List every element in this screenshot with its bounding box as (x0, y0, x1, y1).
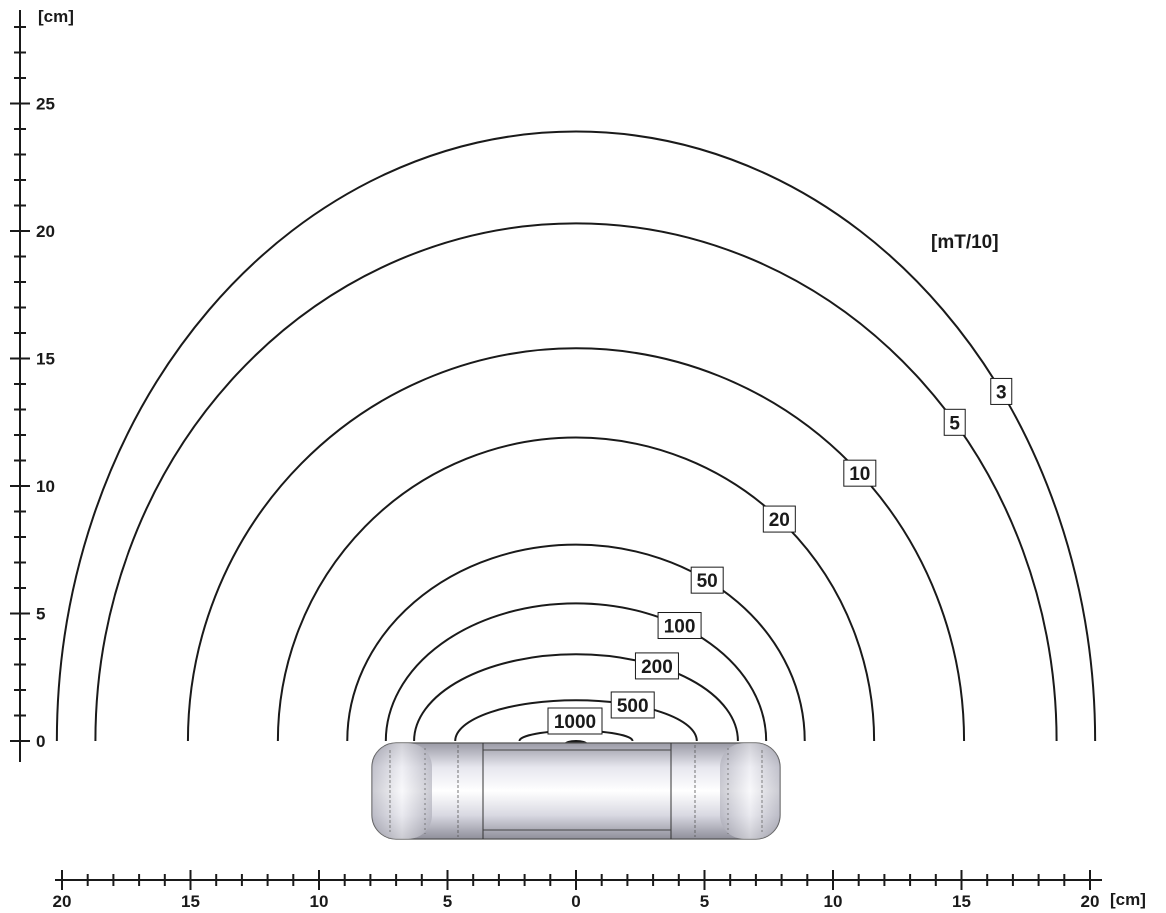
x-tick-label: 15 (181, 892, 200, 911)
x-tick-label: 10 (310, 892, 329, 911)
contour-3 (55, 130, 1097, 742)
x-axis-ticks: 20 15 10 5 0 5 10 15 20 (53, 870, 1100, 911)
contour-label-50: 50 (690, 566, 724, 594)
y-tick-label: 10 (36, 477, 55, 496)
svg-text:100: 100 (664, 617, 696, 638)
contour-10 (186, 347, 966, 742)
contour-label-200: 200 (634, 652, 679, 680)
y-tick-label: 0 (36, 732, 45, 751)
y-tick-label: 25 (36, 95, 55, 114)
magnet-device-icon (371, 742, 781, 840)
svg-text:1000: 1000 (554, 712, 596, 733)
contour-label-500: 500 (610, 691, 655, 719)
contour-label-20: 20 (762, 505, 796, 533)
contour-5 (94, 222, 1058, 742)
y-tick-label: 20 (36, 222, 55, 241)
x-tick-label: 10 (824, 892, 843, 911)
value-unit-label: [mT/10] (931, 232, 999, 253)
svg-text:10: 10 (849, 464, 870, 485)
x-tick-label: 0 (571, 892, 580, 911)
svg-text:5: 5 (949, 413, 960, 434)
x-tick-label: 5 (443, 892, 452, 911)
contour-label-5: 5 (943, 408, 966, 436)
y-tick-label: 15 (36, 350, 55, 369)
x-tick-label: 20 (53, 892, 72, 911)
contour-lines: 3510205010020050010001250 (55, 130, 1097, 787)
contour-50 (346, 543, 806, 742)
contour-label-1000: 1000 (547, 707, 603, 735)
x-tick-label: 15 (952, 892, 971, 911)
svg-text:50: 50 (697, 571, 718, 592)
contour-20 (276, 436, 876, 742)
contour-200 (413, 653, 739, 742)
x-axis-unit: [cm] (1110, 890, 1146, 909)
svg-text:3: 3 (996, 382, 1007, 403)
contour-label-100: 100 (657, 612, 702, 640)
contour-500 (454, 699, 698, 742)
svg-text:200: 200 (641, 657, 673, 678)
contour-100 (384, 602, 768, 742)
contour-label-3: 3 (990, 377, 1013, 405)
y-tick-label: 5 (36, 605, 45, 624)
svg-text:20: 20 (769, 510, 790, 531)
x-tick-label: 20 (1081, 892, 1100, 911)
y-axis-ticks: 0 5 10 15 20 25 (10, 26, 55, 751)
svg-text:500: 500 (617, 696, 649, 717)
contour-label-10: 10 (843, 459, 877, 487)
x-tick-label: 5 (700, 892, 709, 911)
y-axis: 0 5 10 15 20 25 [cm] (10, 7, 74, 762)
y-axis-unit: [cm] (38, 7, 74, 26)
x-axis: 20 15 10 5 0 5 10 15 20 [cm] (53, 870, 1146, 911)
